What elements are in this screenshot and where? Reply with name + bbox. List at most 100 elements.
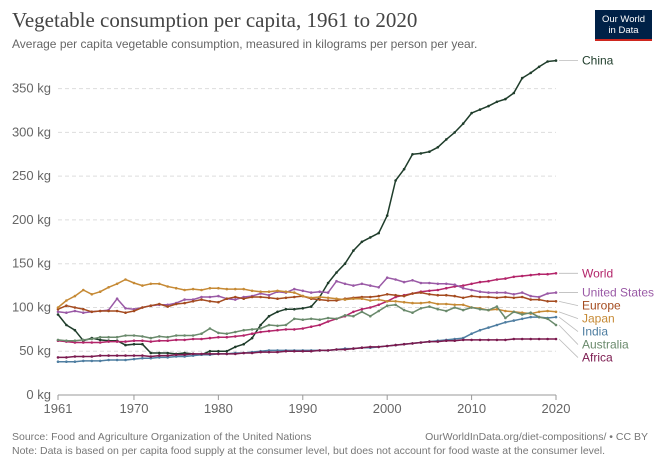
data-point [470, 338, 473, 342]
data-point [445, 286, 448, 290]
data-point [98, 341, 102, 344]
data-point [250, 336, 254, 340]
data-point [284, 349, 288, 353]
data-point [377, 294, 381, 298]
data-point [546, 309, 549, 313]
data-point [183, 288, 186, 292]
data-point [529, 311, 532, 315]
data-point [141, 342, 144, 346]
data-point [200, 298, 203, 301]
data-point [512, 337, 516, 341]
data-point [428, 293, 431, 296]
data-point [141, 339, 144, 343]
data-point [504, 291, 507, 294]
data-point [352, 347, 355, 350]
data-point [90, 337, 94, 341]
y-tick-label: 250 kg [12, 168, 51, 183]
data-point [343, 348, 347, 351]
data-point [309, 296, 313, 300]
data-point [242, 334, 245, 337]
data-point [166, 303, 169, 307]
data-point [166, 305, 169, 308]
data-point [309, 305, 313, 308]
data-point [132, 339, 136, 343]
data-point [326, 320, 330, 323]
data-point [352, 284, 355, 287]
data-point [495, 296, 499, 300]
y-tick-label: 0 kg [26, 387, 51, 402]
data-point [537, 310, 541, 314]
data-point [65, 311, 68, 315]
data-point [335, 348, 338, 351]
data-point [411, 311, 414, 315]
data-point [65, 299, 68, 302]
data-point [166, 354, 169, 357]
data-point [369, 236, 372, 239]
data-point [115, 282, 119, 286]
data-point [369, 345, 372, 349]
data-point [132, 334, 136, 337]
data-point [445, 138, 448, 141]
data-point [461, 122, 465, 125]
data-point [495, 305, 499, 308]
data-point [82, 311, 85, 315]
data-point [124, 278, 127, 281]
data-point [234, 298, 237, 301]
data-point [554, 272, 558, 275]
data-point [217, 352, 220, 356]
data-point [234, 352, 237, 356]
data-point [107, 340, 110, 343]
data-point [546, 317, 549, 321]
data-point [309, 349, 313, 353]
data-point [554, 315, 558, 319]
data-point [225, 352, 229, 356]
data-point [65, 356, 68, 359]
data-point [512, 91, 516, 95]
data-point [73, 309, 77, 313]
data-point [394, 295, 397, 299]
data-point [335, 297, 338, 301]
data-point [166, 356, 169, 359]
data-point [529, 337, 532, 341]
data-point [411, 153, 414, 156]
data-point [343, 314, 347, 317]
data-point [487, 279, 490, 283]
data-point [276, 328, 279, 332]
data-point [428, 281, 431, 285]
data-point [546, 272, 549, 276]
owid-logo[interactable]: Our World in Data [595, 10, 652, 41]
series-line-australia [57, 304, 557, 342]
data-point [234, 330, 237, 334]
data-point [242, 287, 245, 291]
data-point [82, 359, 85, 363]
data-point [284, 307, 288, 311]
y-tick-label: 150 kg [12, 256, 51, 271]
data-point [436, 288, 440, 292]
series-line-africa [58, 338, 556, 359]
data-point [217, 286, 220, 290]
footer-url[interactable]: OurWorldInData.org/diet-compositions/ • … [425, 431, 648, 443]
data-point [98, 290, 102, 294]
data-point [369, 314, 372, 318]
data-point [309, 291, 313, 294]
data-point [537, 65, 541, 69]
data-point [149, 340, 153, 343]
data-point [537, 295, 541, 299]
data-point [141, 306, 144, 309]
data-point [335, 299, 338, 302]
data-point [217, 300, 220, 304]
data-point [436, 146, 440, 149]
legend-label: Africa [582, 351, 613, 365]
data-point [394, 303, 397, 307]
data-point [445, 309, 448, 313]
data-point [250, 289, 254, 293]
data-point [428, 340, 431, 343]
data-point [293, 307, 296, 311]
data-point [250, 328, 254, 331]
data-point [504, 97, 507, 101]
data-point [141, 284, 144, 287]
data-point [183, 301, 186, 305]
logo-accent-bar [595, 39, 652, 41]
data-point [385, 300, 389, 303]
data-point [276, 289, 279, 293]
